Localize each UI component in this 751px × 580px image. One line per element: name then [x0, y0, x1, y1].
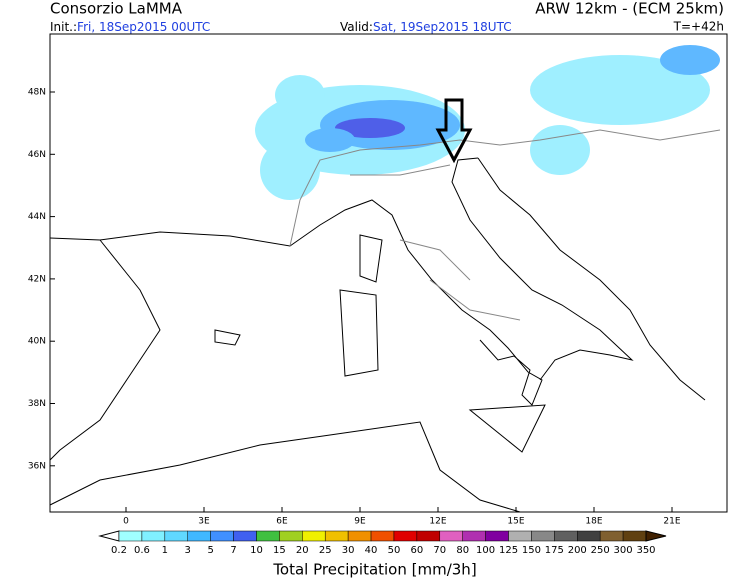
lat-label: 40N: [28, 337, 46, 347]
colorbar-box: [577, 530, 601, 542]
header-left: Consorzio LaMMA: [50, 0, 183, 18]
valid: Valid:Sat, 19Sep2015 18UTC: [340, 20, 512, 34]
colorbar-label: 50: [388, 545, 401, 556]
lat-label: 42N: [28, 274, 46, 284]
colorbar-box: [141, 530, 166, 542]
colorbar-label: 10: [250, 545, 263, 556]
colorbar-label: 20: [296, 545, 309, 556]
colorbar-label: 40: [365, 545, 378, 556]
colorbar-box: [393, 530, 418, 542]
colorbar-box: [164, 530, 188, 542]
colorbar-box: [531, 530, 555, 542]
colorbar-label: 0.2: [111, 545, 127, 556]
colorbar-box: [347, 530, 372, 542]
colorbar-box: [462, 530, 486, 542]
lon-label: 6E: [276, 517, 288, 527]
map: [49, 33, 728, 513]
colorbar-label: 300: [614, 545, 633, 556]
lat-label: 38N: [28, 399, 46, 409]
colorbar: 0.2 0.6 1 3 5 7 10 15 20 25 30 40 50 60 70 80 100 125 150 1…: [98, 530, 667, 556]
colorbar-label: 250: [591, 545, 610, 556]
colorbar-title: Total Precipitation [mm/3h]: [272, 561, 476, 579]
lon-label: 12E: [429, 517, 446, 527]
colorbar-label: 15: [273, 545, 286, 556]
init-value: Fri, 18Sep2015 00UTC: [77, 20, 210, 34]
lon-label: 9E: [354, 517, 366, 527]
colorbar-box: [187, 530, 211, 542]
colorbar-box: [485, 530, 509, 542]
colorbar-label: 5: [207, 545, 213, 556]
colorbar-label: 30: [342, 545, 355, 556]
colorbar-box: [233, 530, 257, 542]
colorbar-label: 70: [433, 545, 446, 556]
colorbar-box: [439, 530, 463, 542]
arrow: [435, 98, 473, 164]
colorbar-box: [622, 530, 647, 542]
lon-label: 3E: [198, 517, 210, 527]
colorbar-box: [599, 530, 624, 542]
colorbar-box: [279, 530, 303, 542]
lon-label: 0: [123, 517, 129, 527]
lead-time: T=+42h: [673, 20, 724, 34]
borders: [289, 129, 721, 321]
colorbar-box: [554, 530, 578, 542]
colorbar-box: [416, 530, 441, 542]
valid-value: Sat, 19Sep2015 18UTC: [373, 20, 512, 34]
colorbar-label: 3: [185, 545, 191, 556]
colorbar-right-end: [645, 530, 667, 542]
colorbar-label: 200: [568, 545, 587, 556]
colorbar-box: [508, 530, 532, 542]
lon-label: 21E: [663, 517, 680, 527]
colorbar-box: [324, 530, 349, 542]
colorbar-label: 1: [162, 545, 168, 556]
lat-label: 36N: [28, 461, 46, 471]
colorbar-label: 0.6: [134, 545, 150, 556]
colorbar-box: [370, 530, 395, 542]
colorbar-label: 100: [476, 545, 495, 556]
colorbar-box: [302, 530, 326, 542]
lon-label: 15E: [507, 517, 524, 527]
colorbar-label: 150: [522, 545, 541, 556]
lat-label: 46N: [28, 150, 46, 160]
colorbar-label: 175: [545, 545, 564, 556]
axes: 48N 46N 44N 42N 40N 38N 36N 0 3E 6E 9E 12E 15E 18E 21E: [28, 88, 681, 527]
colorbar-box: [210, 530, 234, 542]
header-right: ARW 12km - (ECM 25km): [535, 0, 724, 18]
colorbar-box: [118, 530, 143, 542]
coastlines: [49, 157, 706, 513]
init-label: Init.:: [50, 20, 77, 34]
colorbar-label: 125: [499, 545, 518, 556]
colorbar-label: 80: [456, 545, 469, 556]
colorbar-label: 7: [230, 545, 236, 556]
colorbar-box: [256, 530, 280, 542]
lat-label: 44N: [28, 212, 46, 222]
lat-label: 48N: [28, 88, 46, 98]
valid-label: Valid:: [340, 20, 373, 34]
colorbar-label: 25: [319, 545, 332, 556]
colorbar-label: 60: [411, 545, 424, 556]
precipitation: [255, 45, 720, 200]
colorbar-left-end: [98, 530, 120, 542]
colorbar-label: 350: [636, 545, 655, 556]
lon-label: 18E: [585, 517, 602, 527]
init: Init.:Fri, 18Sep2015 00UTC: [50, 20, 210, 34]
